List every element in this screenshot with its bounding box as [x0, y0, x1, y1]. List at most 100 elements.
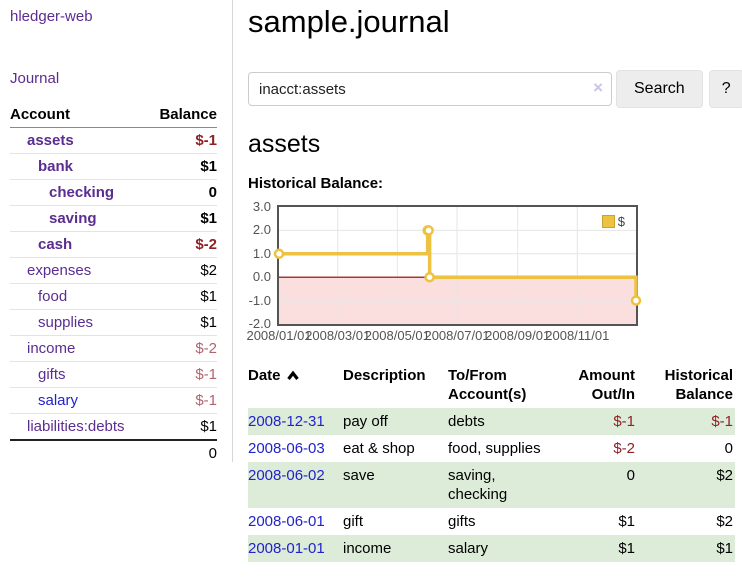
- sidebar-account-link[interactable]: expenses: [27, 262, 92, 279]
- account-row: supplies $1: [10, 309, 217, 336]
- transaction-balance: 0: [724, 440, 733, 457]
- sidebar: hledger-web Journal Account Balance asse…: [0, 0, 233, 466]
- chart-x-axis: 2008/01/01 2008/03/01 2008/05/01 2008/07/01…: [246, 326, 638, 344]
- sort-ascending-icon: [286, 370, 299, 380]
- page: hledger-web Journal Account Balance asse…: [0, 0, 742, 562]
- chart-legend: $: [601, 214, 625, 229]
- register-row: 2008-01-01 income salary $1 $1: [248, 535, 735, 562]
- account-balance: $-2: [147, 335, 217, 362]
- transaction-description: pay off: [343, 413, 388, 430]
- transaction-date-link[interactable]: 2008-06-03: [248, 440, 325, 457]
- sidebar-account-link[interactable]: assets: [27, 132, 74, 149]
- sidebar-account-link[interactable]: supplies: [38, 314, 94, 331]
- accounts-balance-table: Account Balance assets $-1 bank $1 checking 0…: [10, 104, 217, 466]
- legend-label: $: [617, 214, 625, 229]
- transaction-balance: $2: [716, 467, 733, 484]
- account-row: salary $-1: [10, 387, 217, 414]
- transaction-balance: $1: [716, 540, 733, 557]
- transaction-description: save: [343, 467, 375, 484]
- y-tick-label: 0.0: [252, 269, 271, 285]
- transaction-date-link[interactable]: 2008-06-01: [248, 513, 325, 530]
- transaction-accounts: food, supplies: [448, 440, 541, 457]
- accounts-total-value: 0: [10, 439, 217, 466]
- transaction-accounts: saving, checking: [448, 467, 508, 503]
- chart-canvas: [273, 207, 642, 324]
- account-row: food $1: [10, 283, 217, 310]
- main-content: sample.journal × Search ? assets Histori…: [233, 0, 742, 562]
- sidebar-account-link[interactable]: income: [27, 340, 76, 357]
- search-bar: × Search ?: [248, 70, 742, 108]
- account-balance: $1: [147, 283, 217, 310]
- sidebar-account-link[interactable]: checking: [49, 184, 115, 201]
- transaction-date-link[interactable]: 2008-01-01: [248, 540, 325, 557]
- search-input[interactable]: [248, 72, 612, 106]
- register-header-accounts: To/From Account(s): [448, 367, 527, 403]
- app-brand-link[interactable]: hledger-web: [10, 8, 93, 25]
- sidebar-account-link[interactable]: food: [38, 288, 68, 305]
- sidebar-account-link[interactable]: saving: [49, 210, 97, 227]
- y-tick-label: 2.0: [252, 222, 271, 238]
- sidebar-account-link[interactable]: salary: [38, 392, 79, 409]
- sidebar-item-journal[interactable]: Journal: [10, 70, 60, 87]
- account-balance: 0: [147, 179, 217, 206]
- transaction-amount: $1: [618, 540, 635, 557]
- transaction-balance: $2: [716, 513, 733, 530]
- search-button[interactable]: Search: [616, 70, 703, 108]
- x-tick-label: 2008/03/01: [305, 328, 371, 343]
- sidebar-account-link[interactable]: cash: [38, 236, 73, 253]
- account-balance: $-1: [195, 132, 217, 149]
- account-row: checking 0: [10, 179, 217, 206]
- account-row: expenses $2: [10, 257, 217, 284]
- page-title: sample.journal: [248, 4, 450, 39]
- chart-y-axis: 3.0 2.0 1.0 0.0 -1.0 -2.0: [248, 199, 277, 331]
- register-header-amount: Amount Out/In: [578, 367, 635, 403]
- x-tick-label: 2008/07/01: [424, 328, 490, 343]
- transaction-description: income: [343, 540, 392, 557]
- x-tick-label: 2008/11/01: [545, 328, 610, 343]
- account-heading: assets: [248, 130, 321, 158]
- register-header-date[interactable]: Date: [248, 364, 343, 408]
- accounts-total-row: 0: [10, 439, 217, 466]
- account-balance: $1: [147, 153, 217, 180]
- clear-search-icon[interactable]: ×: [593, 78, 603, 97]
- account-balance: $1: [147, 205, 217, 232]
- register-table: Date Description To/From Account(s) Amou…: [248, 364, 735, 562]
- account-balance: $2: [147, 257, 217, 284]
- account-row: assets $-1: [10, 128, 217, 154]
- sidebar-account-link[interactable]: gifts: [38, 366, 66, 383]
- legend-swatch-icon: [601, 215, 615, 228]
- account-row: liabilities:debts $1: [10, 413, 217, 440]
- historical-balance-chart: 3.0 2.0 1.0 0.0 -1.0 -2.0 $ 2008/01/01 2008/03…: [246, 199, 742, 344]
- transaction-balance: $-1: [711, 413, 733, 430]
- account-row: income $-2: [10, 335, 217, 362]
- transaction-amount: 0: [626, 467, 635, 484]
- transaction-date-link[interactable]: 2008-12-31: [248, 413, 325, 430]
- account-row: bank $1: [10, 153, 217, 180]
- y-tick-label: 1.0: [252, 245, 271, 261]
- transaction-amount: $1: [618, 513, 635, 530]
- transaction-date-link[interactable]: 2008-06-02: [248, 467, 325, 484]
- transaction-amount: $-1: [613, 413, 635, 430]
- account-balance: $1: [147, 309, 217, 336]
- register-row: 2008-06-02 save saving, checking 0 $2: [248, 462, 735, 508]
- x-tick-label: 2008/05/01: [364, 328, 430, 343]
- y-tick-label: -2.0: [248, 316, 271, 331]
- chart-plot-area: $: [273, 205, 642, 326]
- register-row: 2008-06-03 eat & shop food, supplies $-2 0: [248, 435, 735, 462]
- account-row: cash $-2: [10, 231, 217, 258]
- transaction-description: eat & shop: [343, 440, 415, 457]
- search-help-button[interactable]: ?: [708, 70, 742, 108]
- register-header-balance: Historical Balance: [664, 367, 733, 403]
- y-tick-label: 3.0: [252, 199, 271, 214]
- account-row: saving $1: [10, 205, 217, 232]
- account-balance: $-2: [147, 231, 217, 258]
- account-balance: $-1: [147, 361, 217, 388]
- transaction-accounts: debts: [448, 413, 485, 430]
- x-tick-label: 2008/01/01: [246, 328, 312, 343]
- sidebar-account-link[interactable]: bank: [38, 158, 74, 175]
- account-balance: $-1: [147, 387, 217, 414]
- transaction-accounts: gifts: [448, 513, 476, 530]
- y-tick-label: -1.0: [248, 292, 271, 308]
- sidebar-account-link[interactable]: liabilities:debts: [27, 418, 125, 435]
- transaction-amount: $-2: [613, 440, 635, 457]
